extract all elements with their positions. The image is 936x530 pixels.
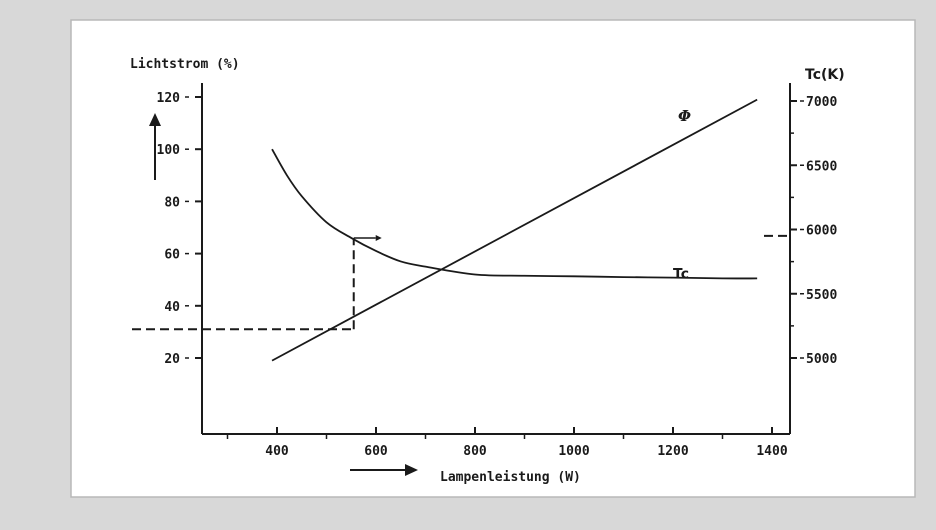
y-axis-left-label: Lichtstrom (%): [130, 57, 240, 72]
series-label-tc: Tc: [673, 266, 689, 282]
y-right-tick-label: 5000: [806, 352, 837, 367]
x-axis-label: Lampenleistung (W): [440, 470, 581, 485]
x-tick-label: 1000: [558, 444, 589, 459]
y-right-tick-label: 6500: [806, 159, 837, 174]
x-tick-label: 400: [265, 444, 289, 459]
axis-ticks: 400 600 800 1000 1200 1400 20 40 60 80 100 120 5000 5…: [157, 91, 838, 459]
y-left-tick-label: 40: [164, 300, 180, 315]
y-right-tick-label: 5500: [806, 288, 837, 303]
x-tick-label: 800: [463, 444, 487, 459]
x-tick-label: 600: [364, 444, 388, 459]
y-axis-arrow: [149, 113, 161, 180]
series-line-phi: [271, 98, 758, 362]
series-group: [271, 98, 758, 362]
y-left-tick-label: 100: [157, 143, 181, 158]
y-left-tick-label: 20: [164, 352, 180, 367]
y-left-tick-label: 60: [164, 248, 180, 263]
x-tick-label: 1400: [756, 444, 787, 459]
y-right-tick-label: 7000: [806, 95, 837, 110]
y-right-tick-label: 6000: [806, 224, 837, 239]
read-off-pointer-head: [375, 234, 382, 241]
figure-panel: [70, 19, 916, 498]
y-left-tick-label: 80: [164, 195, 180, 210]
y-left-tick-label: 120: [157, 91, 181, 106]
series-line-tc: [271, 148, 758, 280]
y-axis-right-label: Tc(K): [805, 67, 845, 83]
x-axis-arrow: [350, 464, 418, 476]
read-off-lines: [132, 234, 790, 331]
series-label-phi: Φ: [678, 107, 691, 125]
x-tick-label: 1200: [657, 444, 688, 459]
